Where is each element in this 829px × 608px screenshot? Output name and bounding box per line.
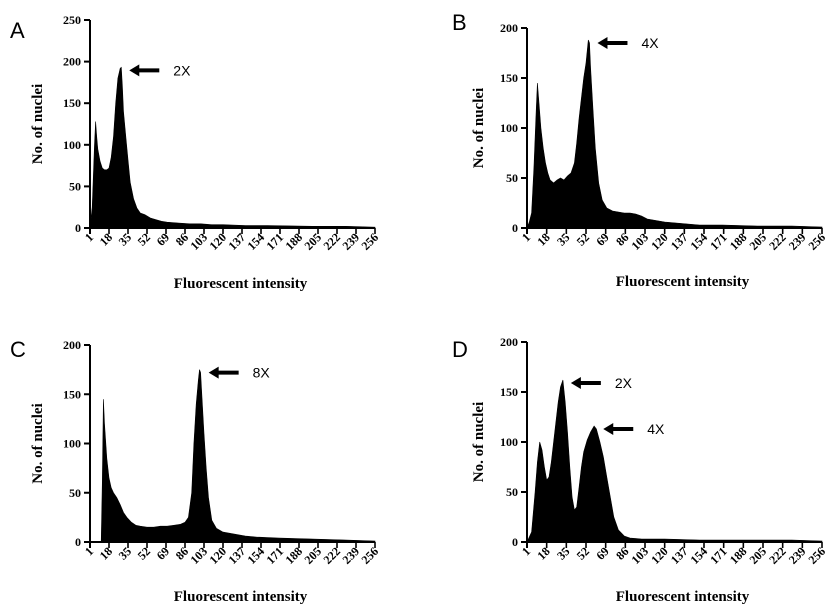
y-axis-title: No. of nuclei (471, 88, 487, 168)
x-tick-label: 256 (358, 230, 381, 253)
annotation-label: 8X (253, 365, 271, 381)
x-tick-label: 154 (687, 544, 710, 567)
y-tick-label: 100 (500, 121, 518, 135)
x-tick-label: 18 (534, 230, 552, 248)
y-tick-label: 100 (63, 437, 81, 451)
y-tick-label: 100 (63, 138, 81, 152)
x-tick-label: 69 (154, 230, 172, 248)
y-tick-label: 150 (500, 385, 518, 399)
x-tick-label: 256 (805, 544, 828, 567)
x-tick-label: 205 (746, 544, 769, 567)
y-tick-label: 50 (69, 486, 81, 500)
x-tick-label: 18 (97, 230, 115, 248)
x-tick-label: 120 (648, 544, 671, 567)
x-tick-label: 205 (746, 230, 769, 253)
x-axis-title: Fluorescent intensity (616, 589, 750, 605)
x-tick-label: 239 (786, 544, 809, 567)
y-tick-label: 50 (69, 179, 81, 193)
x-tick-label: 86 (173, 544, 191, 562)
y-tick-label: 200 (500, 21, 518, 35)
histogram-series (527, 380, 822, 542)
x-tick-label: 154 (687, 230, 710, 253)
y-tick-label: 0 (75, 535, 81, 549)
annotation-arrow-head (597, 37, 607, 49)
x-tick-label: 86 (613, 544, 631, 562)
panel-letter: D (452, 337, 468, 362)
x-axis-title: Fluorescent intensity (616, 274, 750, 290)
y-tick-label: 150 (63, 387, 81, 401)
panel-letter: C (10, 337, 26, 362)
annotation-label: 2X (173, 62, 191, 78)
x-tick-label: 103 (628, 230, 651, 253)
x-tick-label: 52 (135, 230, 153, 248)
x-tick-label: 69 (593, 230, 611, 248)
histogram-series (90, 370, 375, 542)
x-tick-label: 222 (766, 230, 789, 253)
x-tick-label: 69 (154, 544, 172, 562)
x-tick-label: 188 (727, 230, 750, 253)
y-tick-label: 100 (500, 435, 518, 449)
x-tick-label: 222 (766, 544, 789, 567)
x-tick-label: 188 (727, 544, 750, 567)
x-tick-label: 18 (97, 544, 115, 562)
panel-letter: A (10, 18, 25, 43)
panel-letter: B (452, 10, 467, 35)
x-tick-label: 171 (707, 544, 730, 567)
x-tick-label: 18 (534, 544, 552, 562)
y-tick-label: 150 (63, 96, 81, 110)
x-tick-label: 103 (628, 544, 651, 567)
annotation-arrow-head (603, 423, 613, 435)
x-tick-label: 86 (173, 230, 191, 248)
y-axis-title: No. of nuclei (471, 402, 487, 482)
x-tick-label: 171 (707, 230, 730, 253)
x-tick-label: 137 (668, 544, 691, 567)
y-tick-label: 0 (512, 535, 518, 549)
x-tick-label: 239 (786, 230, 809, 253)
x-tick-label: 35 (554, 230, 572, 248)
y-axis-title: No. of nuclei (30, 84, 46, 164)
x-tick-label: 52 (574, 544, 592, 562)
y-tick-label: 50 (506, 485, 518, 499)
x-tick-label: 35 (116, 544, 134, 562)
x-tick-label: 35 (554, 544, 572, 562)
x-tick-label: 86 (613, 230, 631, 248)
y-tick-label: 50 (506, 171, 518, 185)
annotation-arrow-head (129, 64, 139, 76)
annotation-arrow-head (571, 377, 581, 389)
y-tick-label: 0 (512, 221, 518, 235)
x-tick-label: 256 (805, 230, 828, 253)
y-tick-label: 200 (63, 55, 81, 69)
y-axis-title: No. of nuclei (30, 403, 46, 483)
x-tick-label: 137 (668, 230, 691, 253)
annotation-arrow-head (209, 367, 219, 379)
x-tick-label: 120 (648, 230, 671, 253)
x-tick-label: 52 (574, 230, 592, 248)
annotation-label: 4X (647, 421, 665, 437)
annotation-label: 2X (615, 375, 633, 391)
x-tick-label: 35 (116, 230, 134, 248)
annotation-label: 4X (641, 35, 659, 51)
y-tick-label: 200 (500, 335, 518, 349)
x-tick-label: 52 (135, 544, 153, 562)
x-tick-label: 256 (358, 544, 381, 567)
y-tick-label: 250 (63, 13, 81, 27)
y-tick-label: 0 (75, 221, 81, 235)
y-tick-label: 150 (500, 71, 518, 85)
x-tick-label: 69 (593, 544, 611, 562)
x-axis-title: Fluorescent intensity (174, 276, 308, 292)
histogram-series (90, 67, 375, 228)
y-tick-label: 200 (63, 338, 81, 352)
histogram-series (527, 40, 822, 228)
x-axis-title: Fluorescent intensity (174, 589, 308, 605)
